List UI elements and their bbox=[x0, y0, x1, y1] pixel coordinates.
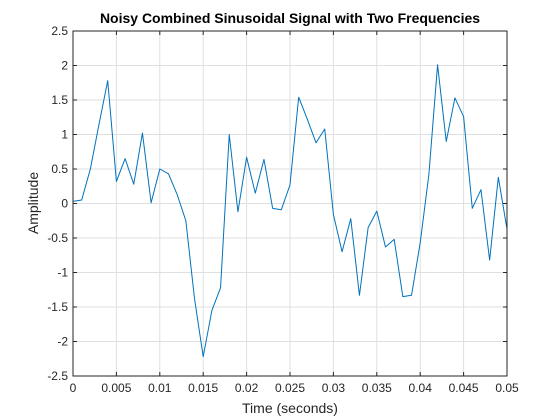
y-tick-label: 1.5 bbox=[51, 93, 68, 107]
y-axis-label: Amplitude bbox=[25, 172, 41, 234]
x-tick-label: 0 bbox=[70, 381, 77, 395]
x-tick-label: 0.015 bbox=[188, 381, 218, 395]
y-tick-label: -2 bbox=[57, 335, 68, 349]
y-tick-label: 1 bbox=[61, 128, 68, 142]
chart-title: Noisy Combined Sinusoidal Signal with Tw… bbox=[100, 10, 480, 26]
x-tick-label: 0.02 bbox=[235, 381, 259, 395]
axis-ticks: 0 0.005 0.01 0.015 0.02 0.025 0.03 0.035 0.04 0.0… bbox=[47, 24, 519, 395]
x-tick-label: 0.05 bbox=[495, 381, 519, 395]
y-tick-label: 0.5 bbox=[51, 162, 68, 176]
x-tick-label: 0.005 bbox=[101, 381, 131, 395]
y-tick-label: -2.5 bbox=[47, 369, 68, 383]
y-tick-label: -1 bbox=[57, 266, 68, 280]
y-tick-label: 2.5 bbox=[51, 24, 68, 38]
y-tick-label: 0 bbox=[61, 197, 68, 211]
y-tick-label: -0.5 bbox=[47, 231, 68, 245]
y-tick-label: -1.5 bbox=[47, 300, 68, 314]
x-tick-label: 0.035 bbox=[362, 381, 392, 395]
y-tick-label: 2 bbox=[61, 59, 68, 73]
series-group bbox=[72, 64, 508, 358]
x-tick-label: 0.025 bbox=[275, 381, 305, 395]
x-tick-label: 0.045 bbox=[449, 381, 479, 395]
x-axis-label: Time (seconds) bbox=[242, 400, 338, 416]
signal-line bbox=[72, 64, 508, 358]
x-tick-label: 0.03 bbox=[322, 381, 346, 395]
x-tick-label: 0.01 bbox=[148, 381, 172, 395]
x-tick-label: 0.04 bbox=[409, 381, 433, 395]
